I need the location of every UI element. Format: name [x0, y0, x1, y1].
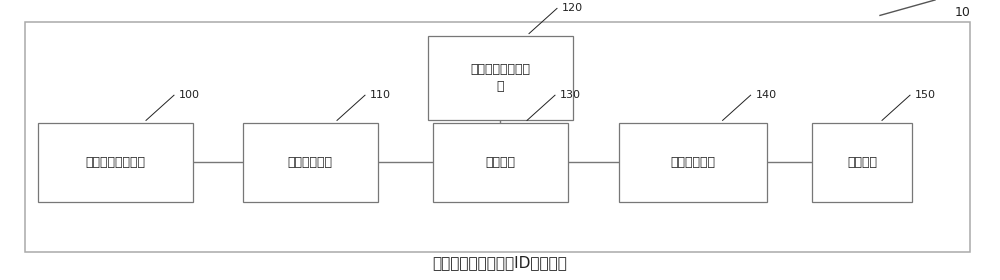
Bar [619, 123, 767, 202]
Text: 输出电路: 输出电路 [847, 156, 877, 169]
Text: 110: 110 [370, 90, 391, 100]
Bar [38, 123, 192, 202]
Bar [25, 22, 970, 252]
Text: 10: 10 [955, 6, 971, 18]
Text: 150: 150 [915, 90, 936, 100]
Text: 多系统电网模型设备ID匹配装置: 多系统电网模型设备ID匹配装置 [433, 255, 567, 270]
Text: 130: 130 [560, 90, 581, 100]
Text: 文本生成电路: 文本生成电路 [670, 156, 716, 169]
Bar [242, 123, 378, 202]
Text: 线路数据采集电路: 线路数据采集电路 [85, 156, 145, 169]
Text: 逻辑判断电路: 逻辑判断电路 [288, 156, 332, 169]
Text: 控制电路: 控制电路 [485, 156, 515, 169]
Text: 120: 120 [562, 3, 583, 13]
Text: 100: 100 [179, 90, 200, 100]
Bar [812, 123, 912, 202]
Bar [428, 36, 572, 120]
Bar [432, 123, 568, 202]
Text: 计量点数据采集电
路: 计量点数据采集电 路 [470, 63, 530, 94]
Text: 140: 140 [756, 90, 777, 100]
